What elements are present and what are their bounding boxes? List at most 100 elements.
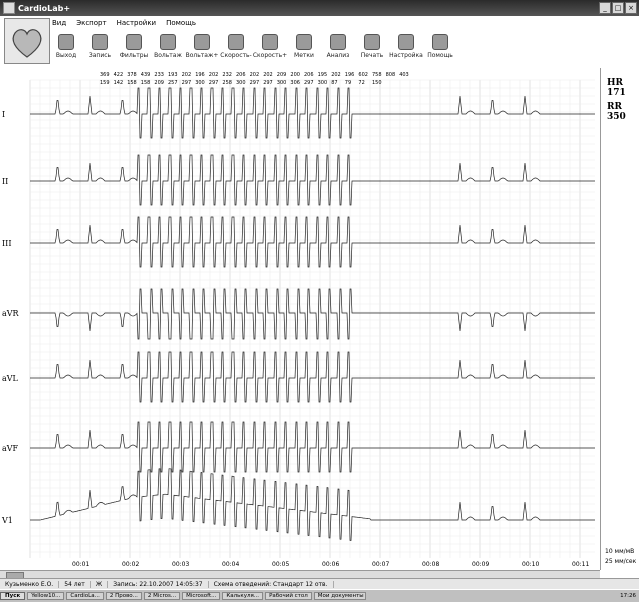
interval-label-top: 202 <box>182 72 192 78</box>
menu-item-0[interactable]: Вид <box>52 19 67 27</box>
taskbar-item-4[interactable]: Microsoft... <box>182 592 221 600</box>
interval-label-bottom: 297 <box>182 80 192 86</box>
toolbar-button-4[interactable]: Вольтаж+ <box>186 31 218 65</box>
toolbar-icon-3 <box>160 34 176 50</box>
taskbar-item-2[interactable]: 2 Прово... <box>105 592 142 600</box>
interval-label-bottom: 297 <box>250 80 260 86</box>
interval-label-bottom: 300 <box>195 80 205 86</box>
toolbar-button-0[interactable]: Выход <box>52 31 80 65</box>
interval-label-top: 439 <box>141 72 151 78</box>
toolbar-label-5: Скорость- <box>220 52 252 59</box>
time-tick-label: 00:01 <box>72 561 89 568</box>
taskbar-item-0[interactable]: Yellow10... <box>27 592 65 600</box>
lead-label-I: I <box>2 110 5 119</box>
interval-label-bottom: 300 <box>318 80 328 86</box>
toolbar-label-11: Помощь <box>427 52 453 59</box>
interval-label-top: 195 <box>318 72 328 78</box>
interval-label-top: 232 <box>222 72 232 78</box>
tray-clock: 17:26 <box>620 593 636 599</box>
rr-interval: RR 350 <box>607 102 626 122</box>
menu-bar: Вид Экспорт Настройки Помощь <box>52 16 196 30</box>
ecg-trace-I <box>30 87 595 139</box>
toolbar-label-1: Запись <box>88 52 112 59</box>
toolbar-button-1[interactable]: Запись <box>86 31 114 65</box>
interval-label-bottom: 297 <box>263 80 273 86</box>
toolbar-button-3[interactable]: Вольтаж <box>154 31 182 65</box>
taskbar-item-6[interactable]: Рабочий стол <box>265 592 312 600</box>
interval-label-top: 602 <box>358 72 368 78</box>
toolbar-button-7[interactable]: Метки <box>290 31 318 65</box>
toolbar-icon-10 <box>398 34 414 50</box>
status-field-2: Ж <box>91 581 109 588</box>
heart-logo-icon <box>12 29 42 58</box>
interval-label-top: 202 <box>250 72 260 78</box>
time-tick-label: 00:03 <box>172 561 189 568</box>
interval-label-bottom: 79 <box>345 80 351 86</box>
lead-label-V1: V1 <box>1 516 13 525</box>
app-icon <box>3 2 15 14</box>
maximize-button[interactable]: □ <box>612 2 624 14</box>
toolbar-button-10[interactable]: Настройка <box>389 31 423 65</box>
toolbar-label-10: Настройка <box>389 52 423 59</box>
app-logo <box>4 18 50 64</box>
interval-label-top: 403 <box>399 72 409 78</box>
toolbar-icon-6 <box>262 34 278 50</box>
toolbar-label-9: Печать <box>360 52 384 59</box>
time-tick-label: 00:11 <box>572 561 589 568</box>
interval-label-top: 758 <box>372 72 382 78</box>
taskbar-item-5[interactable]: Калькуля... <box>222 592 264 600</box>
ecg-trace-aVR <box>30 288 595 340</box>
interval-label-bottom: 297 <box>304 80 314 86</box>
ecg-trace-aVL <box>30 351 595 403</box>
toolbar-icon-0 <box>58 34 74 50</box>
interval-label-bottom: 209 <box>154 80 164 86</box>
toolbar-button-9[interactable]: Печать <box>358 31 386 65</box>
status-field-1: 54 лет <box>59 581 91 588</box>
taskbar-item-1[interactable]: CardioLa... <box>66 592 104 600</box>
toolbar-button-5[interactable]: Скорость- <box>220 31 252 65</box>
speed-scale: 25 мм/сек <box>605 558 637 565</box>
time-tick-label: 00:10 <box>522 561 539 568</box>
interval-label-top: 200 <box>290 72 300 78</box>
minimize-button[interactable]: _ <box>599 2 611 14</box>
taskbar-item-7[interactable]: Мои документы <box>313 592 366 600</box>
menu-item-3[interactable]: Помощь <box>166 19 196 27</box>
window-title: CardioLab+ <box>18 3 71 13</box>
interval-label-bottom: 142 <box>114 80 124 86</box>
start-button[interactable]: Пуск <box>0 592 26 600</box>
toolbar-button-6[interactable]: Скорость+ <box>253 31 287 65</box>
interval-label-bottom: 158 <box>141 80 151 86</box>
toolbar-icon-4 <box>194 34 210 50</box>
interval-label-bottom: 257 <box>168 80 178 86</box>
status-bar: Кузьменко Е.О. 54 лет Ж Запись: 22.10.2007 … <box>0 578 639 590</box>
toolbar-button-11[interactable]: Помощь <box>426 31 454 65</box>
time-tick-label: 00:02 <box>122 561 139 568</box>
time-tick-label: 00:09 <box>472 561 489 568</box>
interval-label-top: 202 <box>263 72 273 78</box>
time-tick-label: 00:05 <box>272 561 289 568</box>
interval-label-top: 233 <box>154 72 164 78</box>
toolbar-label-3: Вольтаж <box>154 52 182 59</box>
heart-rate: HR 171 <box>607 78 626 98</box>
interval-label-top: 808 <box>386 72 396 78</box>
time-tick-label: 00:07 <box>372 561 389 568</box>
time-tick-label: 00:06 <box>322 561 339 568</box>
interval-label-bottom: 306 <box>290 80 300 86</box>
toolbar-button-2[interactable]: Фильтры <box>120 31 148 65</box>
ecg-trace-II <box>30 154 595 206</box>
interval-label-top: 206 <box>236 72 246 78</box>
interval-label-top: 193 <box>168 72 178 78</box>
interval-label-bottom: 158 <box>127 80 137 86</box>
menu-item-2[interactable]: Настройки <box>116 19 157 27</box>
interval-label-bottom: 159 <box>100 80 110 86</box>
taskbar-item-3[interactable]: 2 Micros... <box>143 592 181 600</box>
toolbar-button-8[interactable]: Анализ <box>324 31 352 65</box>
interval-label-top: 206 <box>304 72 314 78</box>
close-button[interactable]: × <box>625 2 637 14</box>
toolbar-icon-9 <box>364 34 380 50</box>
status-field-4: Схема отведений: Стандарт 12 отв. <box>209 581 334 588</box>
menu-item-1[interactable]: Экспорт <box>76 19 107 27</box>
interval-label-top: 196 <box>345 72 355 78</box>
lead-label-aVR: aVR <box>2 309 20 318</box>
title-bar: CardioLab+ _ □ × <box>0 0 639 16</box>
